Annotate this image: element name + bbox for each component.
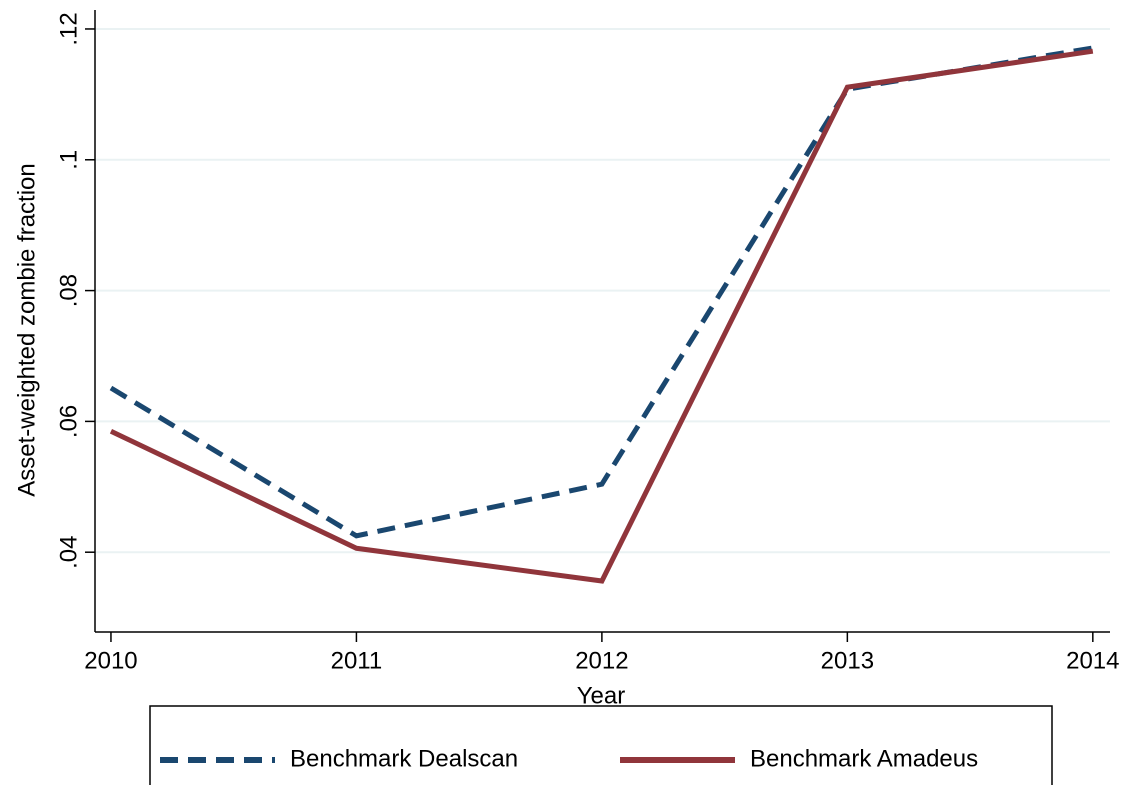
y-tick-label: .1 bbox=[55, 150, 82, 170]
x-tick-label: 2012 bbox=[575, 647, 628, 674]
x-axis-label: Year bbox=[577, 682, 626, 709]
y-tick-label: .12 bbox=[55, 12, 82, 45]
series-line bbox=[109, 45, 1094, 539]
y-tick-label: .04 bbox=[55, 536, 82, 569]
x-tick-label: 2010 bbox=[84, 647, 137, 674]
x-tick-label: 2014 bbox=[1066, 647, 1119, 674]
series-line bbox=[109, 48, 1094, 584]
legend-label: Benchmark Dealscan bbox=[290, 745, 518, 772]
legend-label: Benchmark Amadeus bbox=[750, 745, 978, 772]
y-tick-label: .06 bbox=[55, 405, 82, 438]
x-tick-label: 2013 bbox=[821, 647, 874, 674]
x-tick-label: 2011 bbox=[331, 647, 383, 674]
legend-box bbox=[149, 705, 1053, 785]
y-axis-label: Asset-weighted zombie fraction bbox=[13, 163, 40, 497]
y-tick-label: .08 bbox=[55, 274, 82, 307]
